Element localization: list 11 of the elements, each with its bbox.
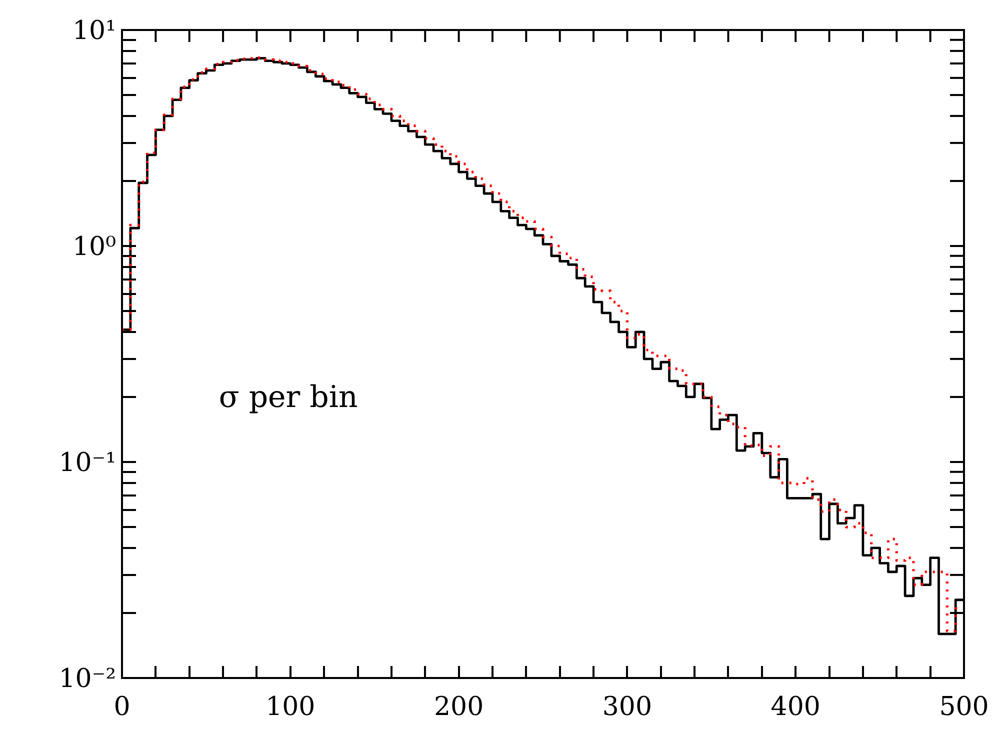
x-tick-label: 300 <box>602 692 652 722</box>
x-tick-label: 0 <box>114 692 130 722</box>
x-tick-label: 400 <box>770 692 820 722</box>
x-tick-label: 200 <box>434 692 484 722</box>
x-tick-label: 100 <box>266 692 316 722</box>
annotation: σ per bin <box>218 380 358 416</box>
y-tick-label: 10⁰ <box>72 232 116 262</box>
y-tick-label: 10⁻¹ <box>58 448 116 478</box>
x-tick-label: 500 <box>939 692 989 722</box>
y-tick-label: 10¹ <box>72 16 116 46</box>
y-tick-label: 10⁻² <box>58 664 116 694</box>
